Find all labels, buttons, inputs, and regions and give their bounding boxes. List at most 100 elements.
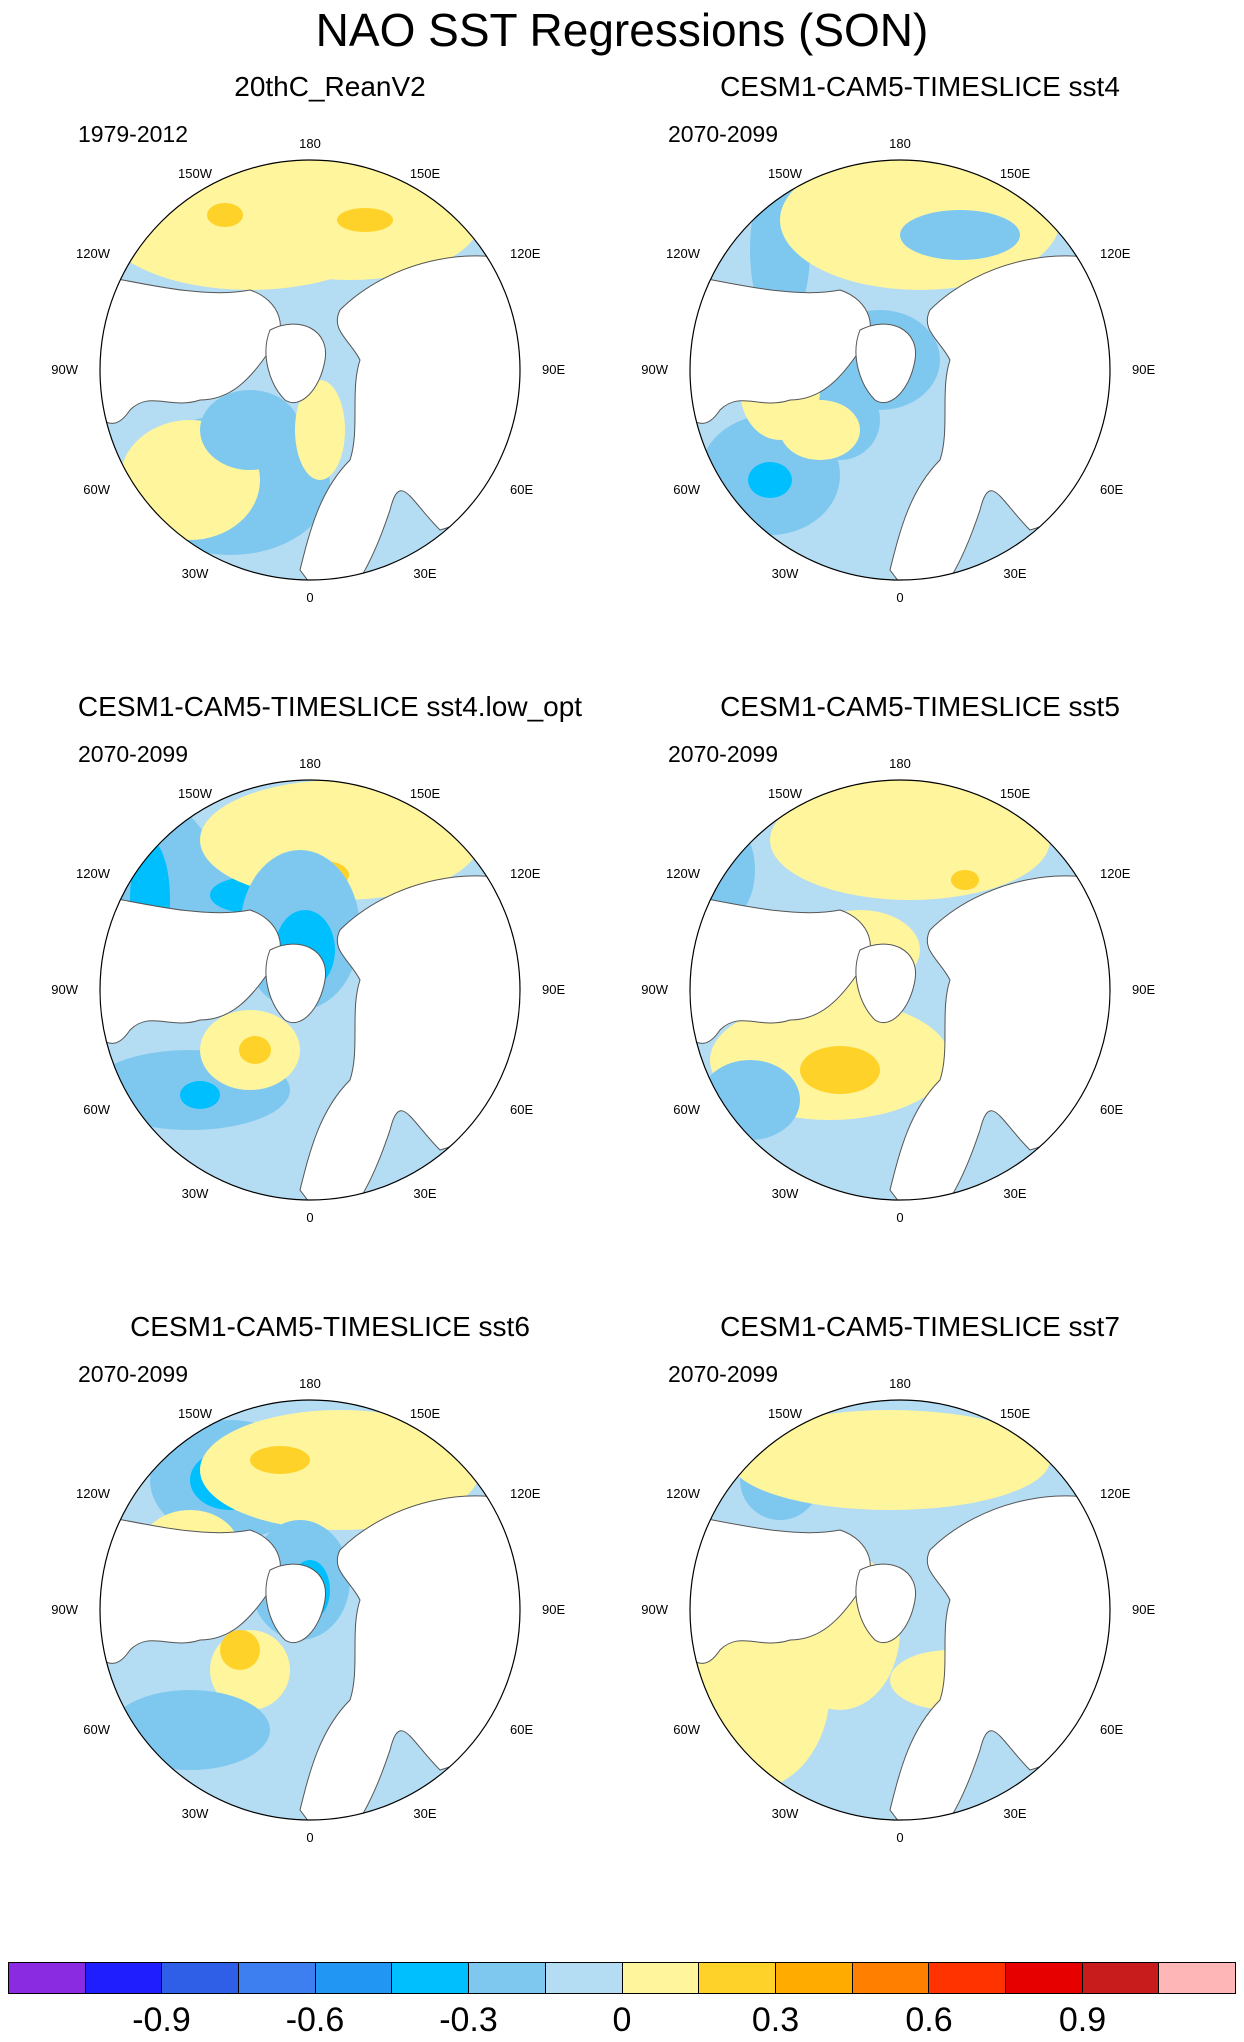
longitude-label: 90E [1132,362,1155,377]
sst-anomaly-region [700,1060,800,1140]
sst-anomaly-region [337,208,393,232]
longitude-label: 30E [413,1186,436,1201]
longitude-label: 120W [76,866,111,881]
longitude-label: 0 [896,590,903,605]
sst-anomaly-region [900,210,1020,260]
longitude-label: 150W [768,1406,803,1421]
longitude-label: 60E [510,482,533,497]
panel-title: CESM1-CAM5-TIMESLICE sst4.low_opt [77,691,583,722]
longitude-label: 60E [510,1722,533,1737]
longitude-label: 30W [182,1806,209,1821]
longitude-label: 150W [178,166,213,181]
longitude-label: 150E [410,786,441,801]
sst-anomaly-region [207,203,243,227]
map-boundary [99,779,521,1201]
longitude-label: 30W [182,566,209,581]
land-mass [299,255,520,580]
colorbar-box [469,1963,546,1993]
longitude-label: 180 [889,136,911,151]
longitude-label: 180 [889,756,911,771]
colorbar-box [852,1963,930,1993]
longitude-label: 90W [641,1602,668,1617]
longitude-label: 60E [1100,1722,1123,1737]
longitude-label: 120E [510,866,541,881]
land-mass [100,1509,281,1664]
longitude-label: 150E [1000,1406,1031,1421]
longitude-label: 60E [1100,1102,1123,1117]
land-mass [690,269,871,424]
sst-anomaly-region [110,1690,270,1770]
longitude-label: 60W [83,1722,110,1737]
longitude-label: 60W [673,1722,700,1737]
map-boundary [689,1399,1111,1821]
longitude-label: 150E [410,1406,441,1421]
sst-anomaly-region [295,380,345,480]
sst-anomaly-region [200,1410,480,1530]
land-mass [299,875,520,1200]
panel-title: CESM1-CAM5-TIMESLICE sst7 [720,1311,1120,1342]
land-mass [299,1495,520,1820]
land-mass [265,943,326,1023]
land-mass [855,943,916,1023]
land-mass [265,1563,326,1643]
land-mass [889,255,1110,580]
colorbar-boxes [8,1962,1236,1994]
land-mass [100,269,281,424]
panel-period: 2070-2099 [668,741,778,767]
polar-stereographic-map: 180 0 90W 90E 150W 150E 120W 120E 60W 60E 30W 30E [641,756,1155,1225]
land-mass [265,323,326,403]
colorbar-box [1159,1963,1235,1993]
longitude-label: 30E [413,1806,436,1821]
longitude-label: 30W [772,1186,799,1201]
colorbar-box [85,1963,163,1993]
longitude-label: 90E [542,982,565,997]
longitude-label: 180 [299,1376,321,1391]
polar-stereographic-map: 180 0 90W 90E 150W 150E 120W 120E 60W 60E 30W 30E [51,756,565,1225]
panel-title: CESM1-CAM5-TIMESLICE sst6 [130,1311,530,1342]
longitude-label: 90E [1132,1602,1155,1617]
colorbar-box [392,1963,470,1993]
sst-anomaly-region [748,462,792,498]
sst-anomaly-region [730,1410,1050,1510]
colorbar-tick-label: 0 [612,2001,632,2039]
longitude-label: 150E [1000,786,1031,801]
land-mass [100,889,281,1044]
longitude-label: 90W [51,1602,78,1617]
longitude-label: 150W [178,1406,213,1421]
colorbar-box [545,1963,623,1993]
polar-stereographic-map: 180 0 90W 90E 150W 150E 120W 120E 60W 60E 30W 30E [51,136,565,605]
longitude-label: 150E [410,166,441,181]
longitude-label: 150W [768,166,803,181]
longitude-label: 150W [178,786,213,801]
polar-stereographic-map: 180 0 90W 90E 150W 150E 120W 120E 60W 60E 30W 30E [641,136,1155,605]
longitude-label: 0 [306,1210,313,1225]
colorbar-box [929,1963,1006,1993]
longitude-label: 0 [306,590,313,605]
colorbar-tick-label: 0.9 [1058,2001,1107,2039]
longitude-label: 150E [1000,166,1031,181]
longitude-label: 120W [666,1486,701,1501]
longitude-label: 30E [1003,1186,1026,1201]
longitude-label: 180 [299,136,321,151]
longitude-label: 180 [889,1376,911,1391]
sst-anomaly-region [200,390,300,470]
longitude-label: 90W [51,982,78,997]
longitude-label: 30E [1003,1806,1026,1821]
longitude-label: 90W [641,362,668,377]
colorbar-box [622,1963,700,1993]
polar-stereographic-map: 180 0 90W 90E 150W 150E 120W 120E 60W 60E 30W 30E [641,1376,1155,1845]
panel-period: 2070-2099 [78,1361,188,1387]
longitude-label: 60W [83,1102,110,1117]
map-boundary [99,1399,521,1821]
longitude-label: 30W [182,1186,209,1201]
longitude-label: 0 [306,1830,313,1845]
longitude-label: 120E [510,1486,541,1501]
longitude-label: 120W [76,246,111,261]
colorbar-box [9,1963,86,1993]
map-panel: CESM1-CAM5-TIMESLICE sst5 2070-2099 180 0 90… [620,690,1220,1310]
longitude-label: 60E [1100,482,1123,497]
longitude-label: 120E [1100,246,1131,261]
colorbar-box [239,1963,316,1993]
longitude-label: 120E [1100,866,1131,881]
land-mass [889,875,1110,1200]
